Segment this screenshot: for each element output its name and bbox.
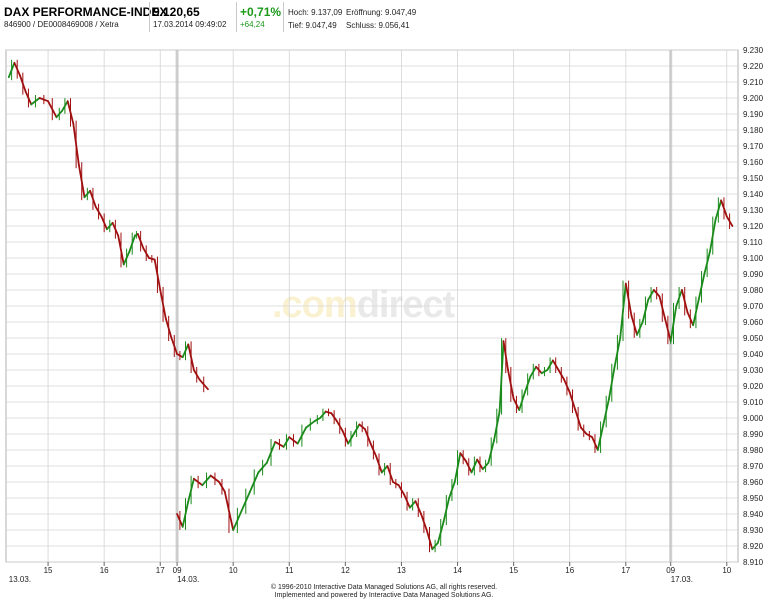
y-tick-label: 9.010 [743, 398, 764, 407]
open-value: 9.047,49 [385, 8, 417, 17]
open-stat: Eröffnung: 9.047,49 [346, 8, 416, 17]
x-tick-label: 10 [229, 566, 238, 575]
y-tick-label: 8.960 [743, 478, 764, 487]
watermark-part2: direct [356, 284, 455, 326]
y-tick-label: 8.990 [743, 430, 764, 439]
header-divider [236, 2, 237, 32]
instrument-identifier: 846900 / DE0008469008 / Xetra [4, 20, 119, 29]
x-tick-label: 09 [666, 566, 675, 575]
y-tick-label: 9.090 [743, 270, 764, 279]
y-tick-label: 9.230 [743, 46, 764, 55]
powered-by-line: Implemented and powered by Interactive D… [274, 592, 494, 599]
y-tick-label: 9.040 [743, 350, 764, 359]
x-tick-label: 12 [341, 566, 350, 575]
x-tick-label: 17 [156, 566, 165, 575]
high-stat: Hoch: 9.137,09 [288, 8, 342, 17]
copyright-footer: © 1996-2010 Interactive Data Managed Sol… [0, 584, 768, 600]
y-tick-label: 9.220 [743, 62, 764, 71]
y-tick-label: 9.020 [743, 382, 764, 391]
instrument-title: DAX PERFORMANCE-INDEX [4, 5, 168, 19]
y-tick-label: 9.190 [743, 110, 764, 119]
y-tick-label: 9.140 [743, 190, 764, 199]
y-tick-label: 9.130 [743, 206, 764, 215]
y-tick-label: 8.920 [743, 542, 764, 551]
close-value: 9.056,41 [378, 21, 410, 30]
y-tick-label: 8.910 [743, 558, 764, 567]
x-tick-label: 15 [44, 566, 53, 575]
x-tick-label: 11 [285, 566, 294, 575]
y-tick-label: 9.200 [743, 94, 764, 103]
y-tick-label: 9.080 [743, 286, 764, 295]
date-label: 14.03. [177, 575, 199, 584]
low-label: Tief: [288, 21, 304, 30]
watermark-part1: .com [272, 284, 358, 326]
y-tick-label: 9.050 [743, 334, 764, 343]
y-tick-label: 9.030 [743, 366, 764, 375]
y-tick-label: 9.120 [743, 222, 764, 231]
change-absolute: +64,24 [240, 20, 265, 29]
y-tick-label: 9.150 [743, 174, 764, 183]
low-stat: Tief: 9.047,49 [288, 21, 337, 30]
y-tick-label: 8.950 [743, 494, 764, 503]
open-label: Eröffnung: [346, 8, 383, 17]
close-label: Schluss: [346, 21, 377, 30]
y-tick-label: 9.110 [743, 238, 763, 247]
y-tick-label: 9.170 [743, 142, 764, 151]
x-tick-label: 10 [722, 566, 731, 575]
y-tick-label: 9.100 [743, 254, 764, 263]
high-value: 9.137,09 [311, 8, 343, 17]
change-percent: +0,71% [240, 5, 282, 19]
high-label: Hoch: [288, 8, 309, 17]
header-divider [149, 2, 150, 32]
y-tick-label: 9.070 [743, 302, 764, 311]
x-tick-label: 16 [565, 566, 574, 575]
quote-timestamp: 17.03.2014 09:49:02 [153, 20, 227, 29]
low-value: 9.047,49 [305, 21, 337, 30]
date-label: 13.03. [9, 575, 31, 584]
x-tick-label: 14 [453, 566, 462, 575]
y-tick-label: 9.060 [743, 318, 764, 327]
copyright-line: © 1996-2010 Interactive Data Managed Sol… [270, 584, 498, 591]
x-tick-label: 13 [397, 566, 406, 575]
last-price: 9.120,65 [153, 5, 200, 19]
y-tick-label: 9.210 [743, 78, 764, 87]
y-tick-label: 8.940 [743, 510, 764, 519]
x-tick-label: 09 [173, 566, 182, 575]
quote-header: DAX PERFORMANCE-INDEX 846900 / DE0008469… [0, 0, 768, 34]
x-tick-label: 17 [621, 566, 630, 575]
y-tick-label: 9.180 [743, 126, 764, 135]
y-tick-label: 9.160 [743, 158, 764, 167]
x-tick-label: 15 [509, 566, 518, 575]
y-tick-label: 9.000 [743, 414, 764, 423]
date-label: 17.03. [671, 575, 693, 584]
y-tick-label: 8.930 [743, 526, 764, 535]
comdirect-watermark: .comdirect [272, 284, 455, 327]
y-tick-label: 8.980 [743, 446, 764, 455]
close-stat: Schluss: 9.056,41 [346, 21, 410, 30]
y-tick-label: 8.970 [743, 462, 764, 471]
header-divider [283, 2, 284, 32]
x-tick-label: 16 [100, 566, 109, 575]
